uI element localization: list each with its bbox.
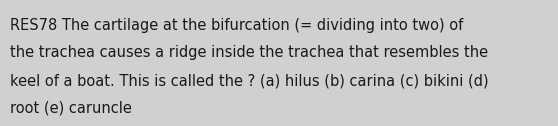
Text: the trachea causes a ridge inside the trachea that resembles the: the trachea causes a ridge inside the tr… xyxy=(10,45,488,60)
Text: keel of a boat. This is called the ? (a) hilus (b) carina (c) bikini (d): keel of a boat. This is called the ? (a)… xyxy=(10,73,489,88)
Text: root (e) caruncle: root (e) caruncle xyxy=(10,101,132,116)
Text: RES78 The cartilage at the bifurcation (= dividing into two) of: RES78 The cartilage at the bifurcation (… xyxy=(10,18,463,33)
